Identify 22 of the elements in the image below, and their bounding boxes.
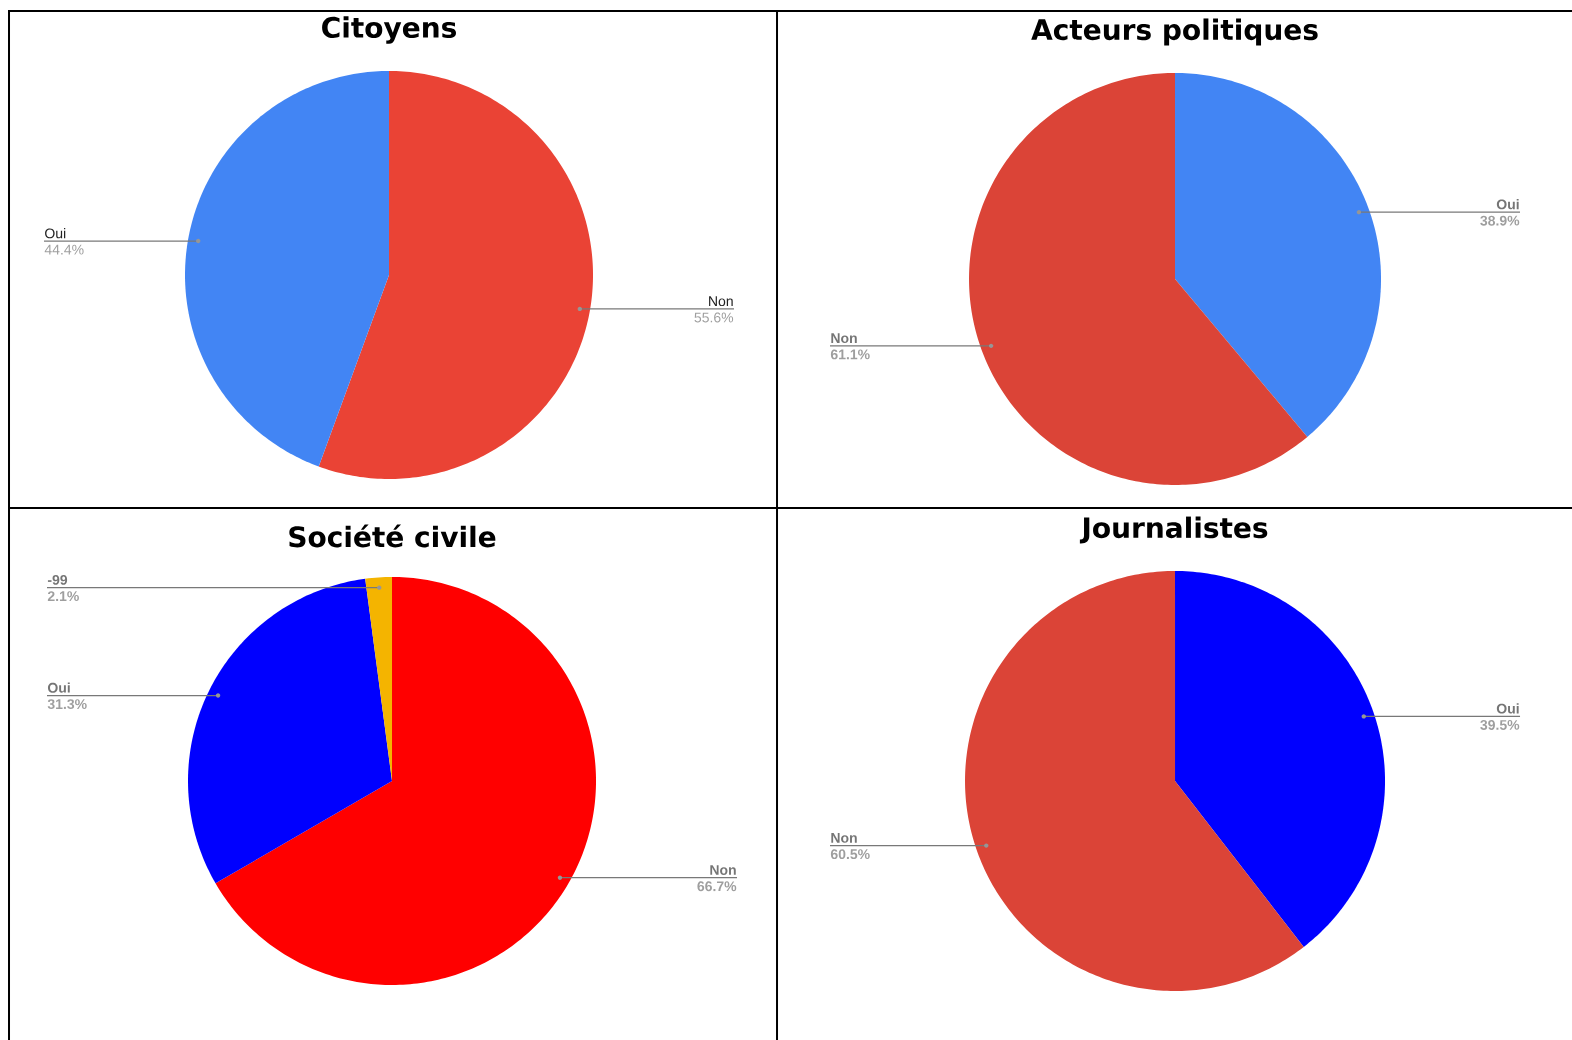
slice-label: Non (709, 296, 733, 307)
slice-label: Non (831, 333, 857, 344)
slice-label: -99 (47, 574, 68, 585)
slice-label: Oui (45, 228, 66, 239)
chart-title: Citoyens (322, 16, 456, 44)
data-label: 55.6% (694, 312, 734, 323)
data-label: 44.4% (44, 244, 84, 255)
data-label: 38.9% (1480, 215, 1520, 226)
slice-label: Oui (1496, 703, 1519, 714)
data-label: 39.5% (1480, 720, 1520, 730)
chart-title: Société civile (289, 524, 496, 548)
data-label: 60.5% (830, 849, 870, 860)
data-label: 2.1% (47, 591, 79, 602)
slice-label: Non (710, 865, 736, 875)
data-label: 31.3% (47, 699, 87, 710)
data-label: 66.7% (697, 881, 737, 892)
slice-label: Non (831, 833, 857, 843)
slice-label: Oui (1496, 199, 1519, 210)
data-label: 61.1% (830, 349, 870, 360)
chart-title: Journalistes (1079, 516, 1268, 544)
slice-label: Oui (47, 682, 70, 693)
chart-title: Acteurs politiques (1031, 18, 1318, 46)
